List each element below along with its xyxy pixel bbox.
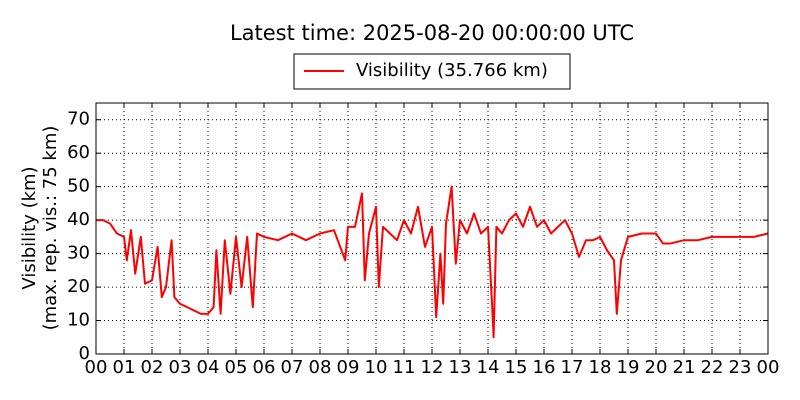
x-tick-label: 08 <box>309 357 332 378</box>
x-tick-label: 19 <box>617 357 640 378</box>
x-tick-label: 18 <box>589 357 612 378</box>
plot-frame <box>95 102 769 355</box>
x-tick-label: 00 <box>85 357 108 378</box>
x-tick-label: 16 <box>533 357 556 378</box>
y-tick-label: 70 <box>67 109 90 130</box>
x-tick-label: 13 <box>449 357 472 378</box>
y-tick-label: 60 <box>67 142 90 163</box>
x-tick-label: 03 <box>169 357 192 378</box>
y-tick-label: 50 <box>67 176 90 197</box>
x-tick-label: 11 <box>393 357 416 378</box>
y-tick-label: 20 <box>67 276 90 297</box>
x-tick-label: 15 <box>505 357 528 378</box>
y-tick-label: 10 <box>67 310 90 331</box>
x-tick-label: 21 <box>673 357 696 378</box>
x-tick-label: 10 <box>365 357 388 378</box>
y-tick-label: 0 <box>79 343 90 364</box>
data-line <box>96 185 769 339</box>
y-tick-label: 30 <box>67 243 90 264</box>
legend-box <box>293 53 571 90</box>
x-tick-label: 17 <box>561 357 584 378</box>
x-tick-label: 06 <box>253 357 276 378</box>
x-tick-label: 12 <box>421 357 444 378</box>
legend-label: Visibility (35.766 km) <box>356 60 548 81</box>
x-tick-label: 20 <box>645 357 668 378</box>
x-tick-label: 14 <box>477 357 500 378</box>
x-tick-label: 07 <box>281 357 304 378</box>
x-tick-label: 02 <box>141 357 164 378</box>
x-tick-label: 00 <box>757 357 780 378</box>
y-axis-label: (max. rep. vis.: 75 km) <box>40 126 61 331</box>
y-axis-label: Visibility (km) <box>19 166 40 289</box>
x-tick-label: 23 <box>729 357 752 378</box>
x-tick-label: 01 <box>113 357 136 378</box>
x-tick-label: 05 <box>225 357 248 378</box>
x-tick-label: 22 <box>701 357 724 378</box>
x-tick-label: 04 <box>197 357 220 378</box>
y-tick-label: 40 <box>67 209 90 230</box>
x-tick-label: 09 <box>337 357 360 378</box>
chart-title: Latest time: 2025-08-20 00:00:00 UTC <box>230 21 634 45</box>
